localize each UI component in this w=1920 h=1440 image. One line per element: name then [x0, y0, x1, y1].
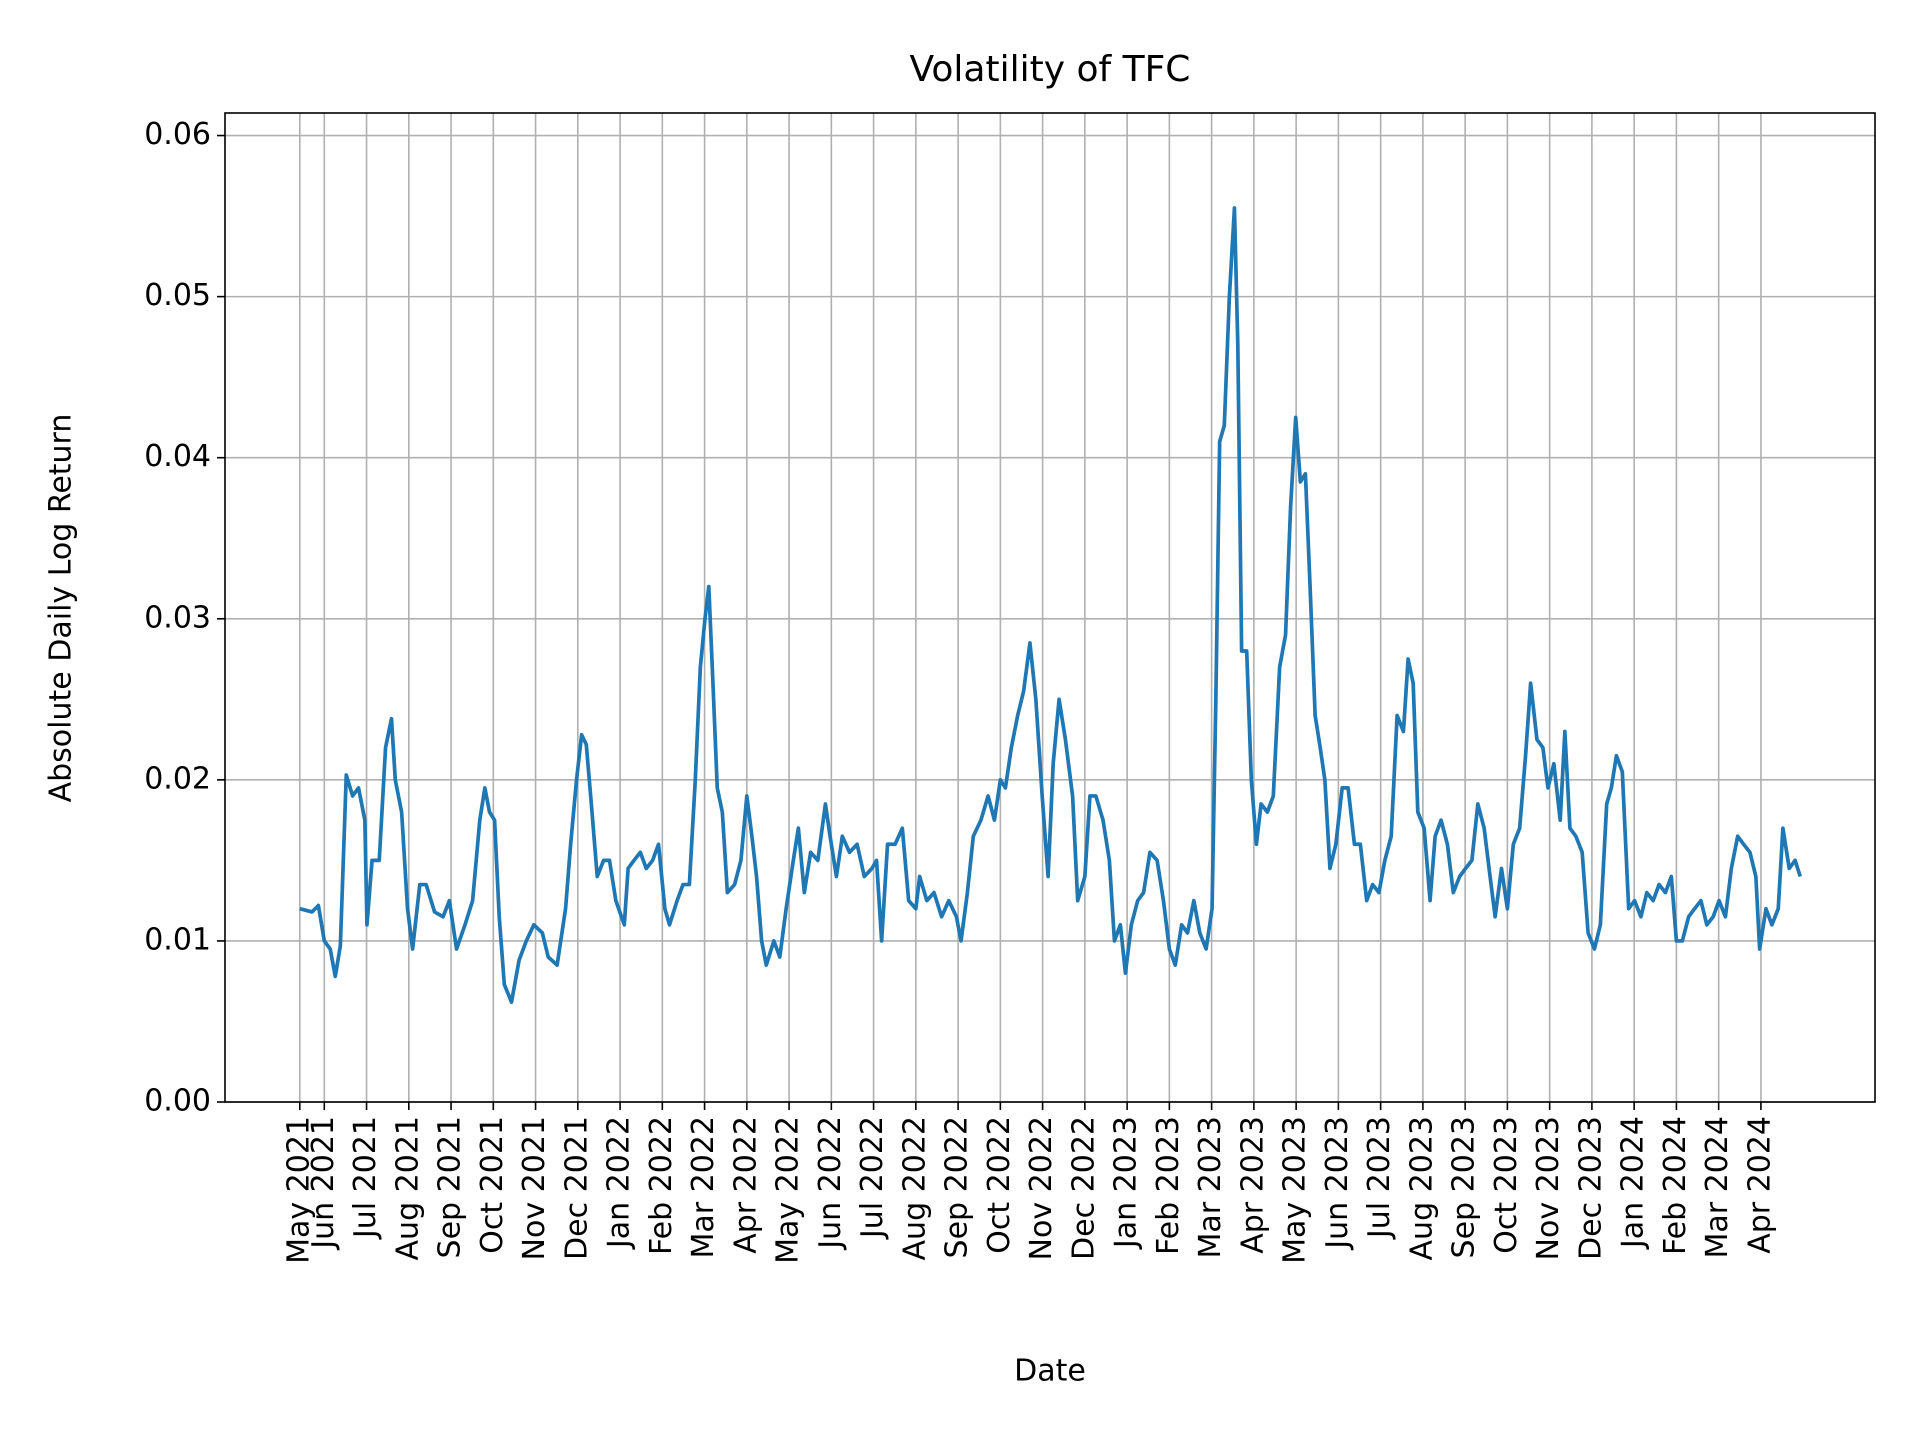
- y-tick-label: 0.00: [144, 1084, 211, 1119]
- x-tick-label: Jan 2023: [1109, 1116, 1144, 1250]
- x-tick-label: Apr 2022: [728, 1116, 763, 1254]
- x-tick-label: Jan 2024: [1616, 1116, 1651, 1250]
- x-tick-label: Oct 2022: [982, 1116, 1017, 1254]
- plot-frame: [224, 112, 1876, 1103]
- x-tick-label: Sep 2023: [1447, 1116, 1482, 1258]
- x-tick-label: Sep 2021: [433, 1116, 468, 1258]
- x-tick-label: Dec 2023: [1573, 1116, 1608, 1260]
- x-tick-label: Oct 2023: [1489, 1116, 1524, 1254]
- x-tick-label: Jul 2021: [348, 1116, 383, 1240]
- x-tick-label: Aug 2022: [897, 1116, 932, 1260]
- x-tick-label: Aug 2021: [390, 1116, 425, 1260]
- x-tick-label: Jul 2023: [1362, 1116, 1397, 1240]
- chart-title: Volatility of TFC: [910, 49, 1191, 90]
- data-line: [299, 206, 1802, 1004]
- x-tick-label: Feb 2022: [644, 1116, 679, 1255]
- y-tick-label: 0.03: [144, 600, 211, 635]
- x-tick-label: Mar 2022: [686, 1116, 721, 1259]
- y-tick-label: 0.02: [144, 761, 211, 796]
- x-tick-label: Nov 2023: [1531, 1116, 1566, 1260]
- x-tick-label: Dec 2022: [1066, 1116, 1101, 1260]
- x-tick-label: Mar 2023: [1193, 1116, 1228, 1259]
- x-tick-label: Jun 2023: [1320, 1116, 1355, 1251]
- x-tick-label: Jun 2022: [813, 1116, 848, 1251]
- x-tick-label: Jun 2021: [306, 1116, 341, 1251]
- x-tick-label: Jul 2022: [855, 1116, 890, 1240]
- x-tick-label: Sep 2022: [940, 1116, 975, 1258]
- x-tick-label: Feb 2024: [1658, 1116, 1693, 1255]
- x-tick-label: Nov 2022: [1024, 1116, 1059, 1260]
- x-axis-label: Date: [1014, 1354, 1086, 1389]
- x-tick-label: May 2022: [771, 1116, 806, 1264]
- x-tick-label: May 2021: [281, 1116, 316, 1264]
- x-tick-label: Apr 2024: [1742, 1116, 1777, 1254]
- x-tick-label: Feb 2023: [1151, 1116, 1186, 1255]
- x-tick-label: Dec 2021: [559, 1116, 594, 1260]
- y-axis-label: Absolute Daily Log Return: [44, 414, 79, 803]
- y-tick-label: 0.01: [144, 922, 211, 957]
- x-tick-label: Mar 2024: [1700, 1116, 1735, 1259]
- x-tick-label: Aug 2023: [1404, 1116, 1439, 1260]
- x-tick-label: Oct 2021: [475, 1116, 510, 1254]
- y-tick-label: 0.06: [144, 117, 211, 152]
- x-tick-label: Apr 2023: [1235, 1116, 1270, 1254]
- x-tick-label: Jan 2022: [602, 1116, 637, 1250]
- y-tick-label: 0.04: [144, 439, 211, 474]
- y-tick-label: 0.05: [144, 278, 211, 313]
- x-tick-label: May 2023: [1278, 1116, 1313, 1264]
- x-tick-label: Nov 2021: [517, 1116, 552, 1260]
